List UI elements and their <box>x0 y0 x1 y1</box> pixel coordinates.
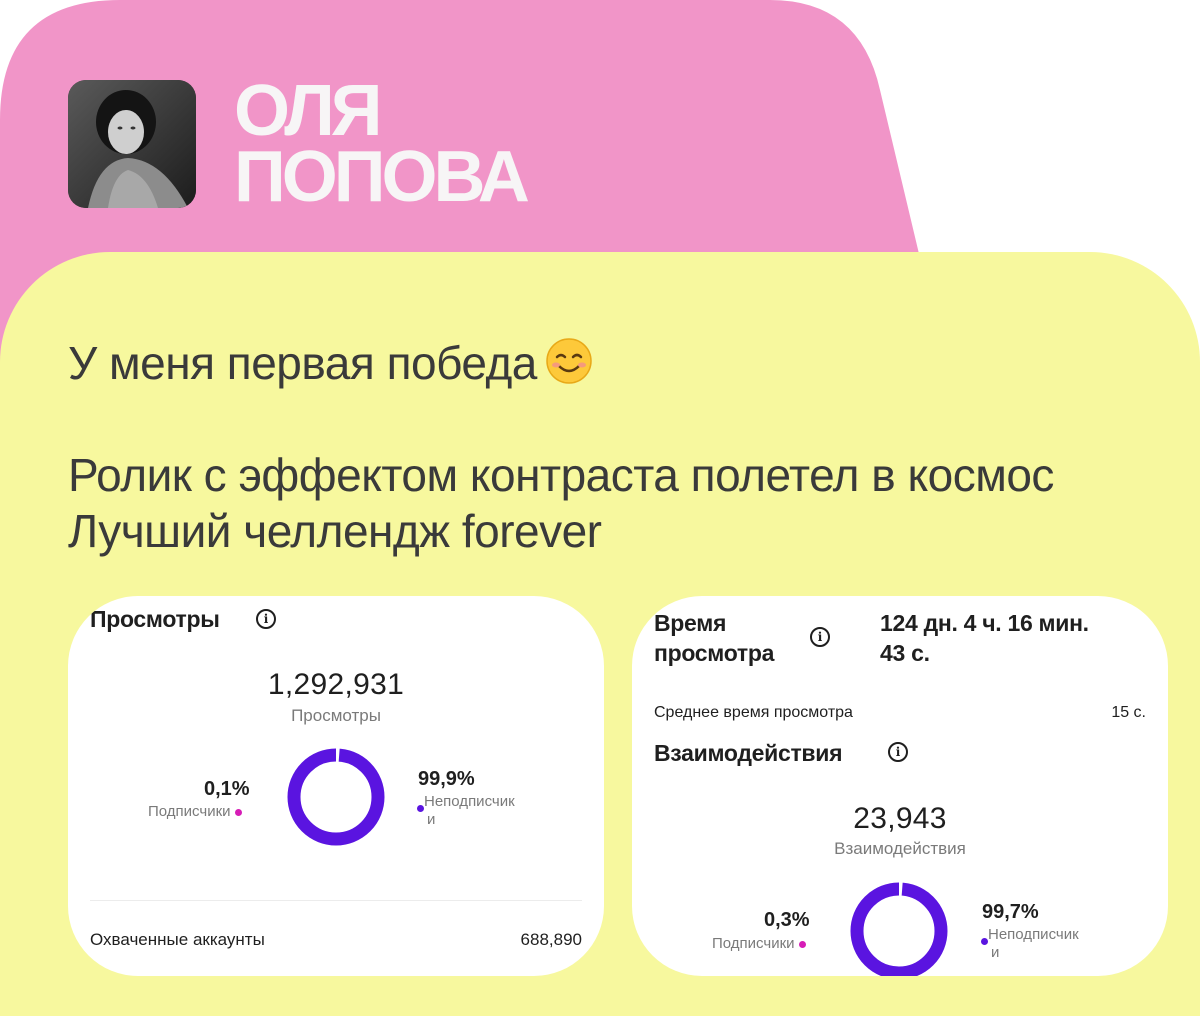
donut-nonfollowers-arc <box>287 748 385 846</box>
interactions-nonfollowers-legend: Неподписчик и <box>981 927 1079 961</box>
nonfollowers-label: Неподписчик <box>424 793 515 810</box>
nonfollowers-label-wrap: и <box>991 944 1000 961</box>
views-nonfollowers-pct: 99,9% <box>418 768 475 790</box>
divider <box>90 900 582 901</box>
watch-time-value: 124 дн. 4 ч. 16 мин. 43 с. <box>880 608 1089 668</box>
post-line-1-text: У меня первая победа <box>68 337 537 389</box>
watch-title-line1: Время <box>654 610 727 636</box>
watch-value-line2: 43 с. <box>880 640 930 666</box>
avg-watch-value: 15 с. <box>1111 704 1146 721</box>
nonfollowers-dot-icon <box>417 805 424 812</box>
views-stats-card: Просмотры i 1,292,931 Просмотры 0,1% Под… <box>68 596 604 976</box>
author-name: ОЛЯ ПОПОВА <box>234 71 530 217</box>
post-line-3: Лучший челлендж forever <box>68 505 602 557</box>
author-name-line1: ОЛЯ <box>234 71 382 151</box>
followers-label: Подписчики <box>148 803 231 820</box>
reach-value: 688,890 <box>520 930 582 949</box>
watch-time-stats-card: Время просмотра i 124 дн. 4 ч. 16 мин. 43 … <box>632 596 1168 976</box>
watch-value-line1: 124 дн. 4 ч. 16 мин. <box>880 610 1089 636</box>
interactions-title: Взаимодействия <box>654 740 843 766</box>
reach-label: Охваченные аккаунты <box>90 930 265 949</box>
followers-label: Подписчики <box>712 935 795 952</box>
watch-title-line2: просмотра <box>654 640 775 666</box>
views-nonfollowers-legend: Неподписчик и <box>417 794 515 828</box>
post-text: У меня первая победа Ролик с эффектом ко… <box>68 335 1168 559</box>
followers-dot-icon <box>234 809 242 816</box>
post-line-2: Ролик с эффектом контраста полетел в кос… <box>68 449 1054 501</box>
author-avatar[interactable] <box>68 80 196 208</box>
nonfollowers-label-wrap: и <box>427 811 436 828</box>
interactions-donut-chart <box>850 882 948 976</box>
interactions-followers-legend: Подписчики <box>712 936 806 952</box>
info-icon[interactable]: i <box>256 609 276 629</box>
avg-watch-label: Среднее время просмотра <box>654 704 853 721</box>
donut-nonfollowers-arc <box>850 882 948 976</box>
info-icon[interactable]: i <box>888 742 908 762</box>
views-followers-legend: Подписчики <box>148 804 242 820</box>
nonfollowers-label: Неподписчик <box>988 926 1079 943</box>
watch-time-title: Время просмотра <box>654 608 774 668</box>
followers-dot-icon <box>798 941 806 948</box>
interactions-total-label: Взаимодействия <box>834 839 966 858</box>
interactions-nonfollowers-pct: 99,7% <box>982 901 1039 923</box>
views-total: 1,292,931 <box>267 668 405 701</box>
views-donut-chart <box>287 748 385 846</box>
author-name-line2: ПОПОВА <box>234 137 530 217</box>
nonfollowers-dot-icon <box>981 938 988 945</box>
info-icon[interactable]: i <box>810 627 830 647</box>
smiling-face-emoji-icon <box>545 337 593 397</box>
views-followers-pct: 0,1% <box>204 778 250 800</box>
post-line-1: У меня первая победа <box>68 335 1168 397</box>
views-total-label: Просмотры <box>291 706 381 725</box>
interactions-total: 23,943 <box>853 802 947 835</box>
interactions-followers-pct: 0,3% <box>764 909 810 931</box>
views-title: Просмотры <box>90 606 220 632</box>
